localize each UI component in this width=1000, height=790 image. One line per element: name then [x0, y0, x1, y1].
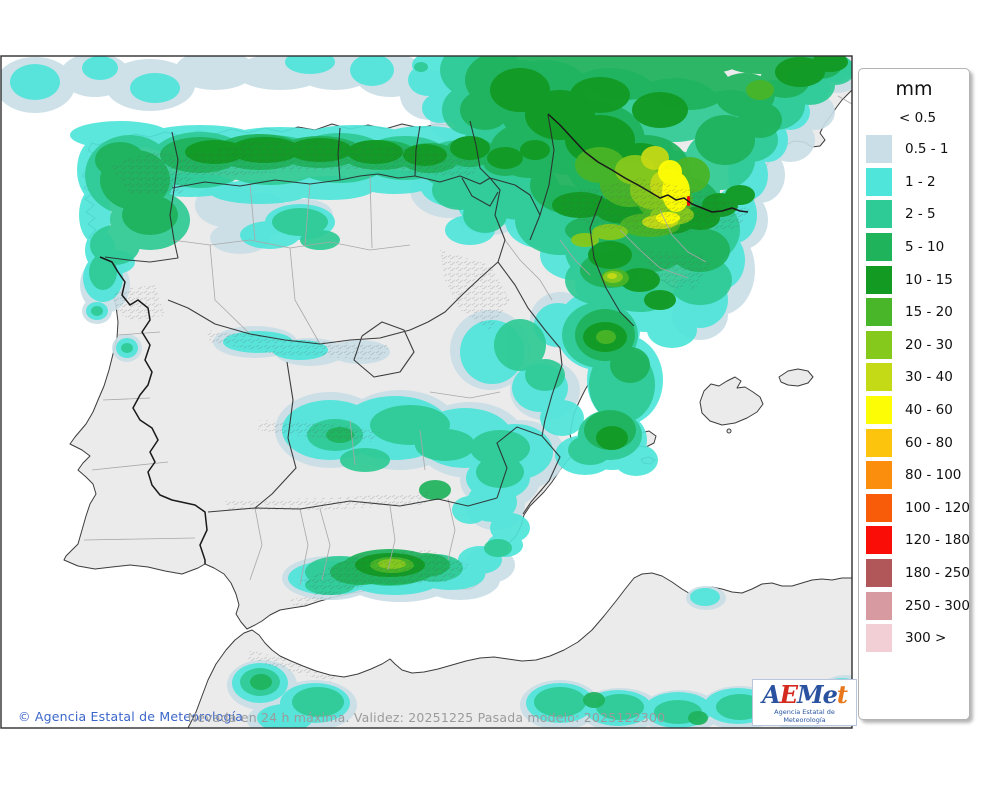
- legend-swatch: [866, 461, 892, 490]
- legend-swatch: [866, 591, 892, 620]
- france-spain-border: [547, 113, 749, 213]
- portugal-spain-border: [99, 256, 208, 564]
- legend-swatch: [866, 363, 892, 392]
- legend-row: 250 - 300: [859, 589, 970, 622]
- legend-range-label: 120 - 180: [905, 532, 970, 549]
- legend-range-label: 30 - 40: [905, 369, 953, 386]
- legend-row: 2 - 5: [859, 198, 969, 231]
- map-caption: Nevada en 24 h máxima. Validez: 20251225…: [187, 710, 666, 725]
- aemet-logo-letters: AEMet: [753, 682, 856, 708]
- legend-row: 40 - 60: [859, 394, 969, 427]
- legend-swatch: [866, 200, 892, 229]
- legend-row: 120 - 180: [859, 524, 970, 557]
- aemet-logo-subtitle: Agencia Estatal de Meteorología: [774, 708, 835, 724]
- legend-rows: 0.5 - 1 1 - 2 2 - 5 5 - 10 10 - 15 15 - 20 20 …: [859, 133, 970, 655]
- africa-coastline: [187, 572, 852, 728]
- legend-range-label: 80 - 100: [905, 467, 962, 484]
- legend-range-label: 1 - 2: [905, 173, 936, 190]
- legend-row: 30 - 40: [859, 361, 969, 394]
- map-frame: [0, 55, 853, 729]
- aemet-logo-letter: E: [779, 680, 798, 709]
- cabrera-island: [726, 428, 732, 434]
- legend-range-label: 5 - 10: [905, 239, 945, 256]
- legend-range-label: 10 - 15: [905, 271, 953, 288]
- legend-row: 5 - 10: [859, 231, 969, 264]
- legend-range-label: 180 - 250: [905, 565, 970, 582]
- legend-range-label: 2 - 5: [905, 206, 936, 223]
- legend-row: 1 - 2: [859, 166, 969, 199]
- legend-swatch: [866, 233, 892, 262]
- copyright-text: © Agencia Estatal de Meteorología: [18, 709, 244, 724]
- legend-swatch: [866, 428, 892, 457]
- legend-swatch: [866, 167, 892, 196]
- legend-row: 10 - 15: [859, 263, 969, 296]
- legend-swatch: [866, 298, 892, 327]
- legend-swatch: [866, 624, 892, 653]
- legend-swatch: [866, 330, 892, 359]
- legend-range-label: 40 - 60: [905, 402, 953, 419]
- legend-row: 0.5 - 1: [859, 133, 969, 166]
- legend-swatch: [866, 265, 892, 294]
- legend-row: 20 - 30: [859, 329, 969, 362]
- legend-range-label: 100 - 120: [905, 499, 970, 516]
- legend-title: mm: [895, 78, 933, 100]
- aemet-logo-letter: t: [836, 680, 848, 709]
- legend-row: 80 - 100: [859, 459, 969, 492]
- legend-row: 15 - 20: [859, 296, 969, 329]
- legend-row: 100 - 120: [859, 492, 970, 525]
- legend-swatch: [866, 135, 892, 164]
- region-borders: [104, 114, 635, 515]
- legend-range-label: 250 - 300: [905, 597, 970, 614]
- aemet-logo: AEMet Agencia Estatal de Meteorología: [752, 679, 857, 726]
- legend-row: 180 - 250: [859, 557, 970, 590]
- terrain-relief: [110, 140, 755, 682]
- menorca-island: [778, 368, 814, 387]
- legend-range-label: 60 - 80: [905, 434, 953, 451]
- aemet-logo-letter: M: [796, 680, 824, 709]
- legend-range-label: 20 - 30: [905, 336, 953, 353]
- aemet-logo-letter: A: [762, 680, 781, 709]
- legend-panel: mm < 0.5 0.5 - 1 1 - 2 2 - 5 5 - 10 10 - 15 1…: [858, 68, 970, 720]
- legend-swatch: [866, 493, 892, 522]
- legend-row: 300 >: [859, 622, 969, 655]
- legend-range-label: 300 >: [905, 630, 947, 647]
- mallorca-island: [699, 376, 764, 426]
- legend-row: 60 - 80: [859, 426, 969, 459]
- legend-swatch: [866, 526, 892, 555]
- province-borders: [83, 95, 852, 586]
- legend-range-label: 0.5 - 1: [905, 141, 949, 158]
- legend-range-label: 15 - 20: [905, 304, 953, 321]
- legend-swatch: [866, 396, 892, 425]
- aemet-logo-letter: e: [822, 680, 838, 709]
- legend-label-lt05: < 0.5: [899, 110, 937, 126]
- legend-swatch: [866, 559, 892, 588]
